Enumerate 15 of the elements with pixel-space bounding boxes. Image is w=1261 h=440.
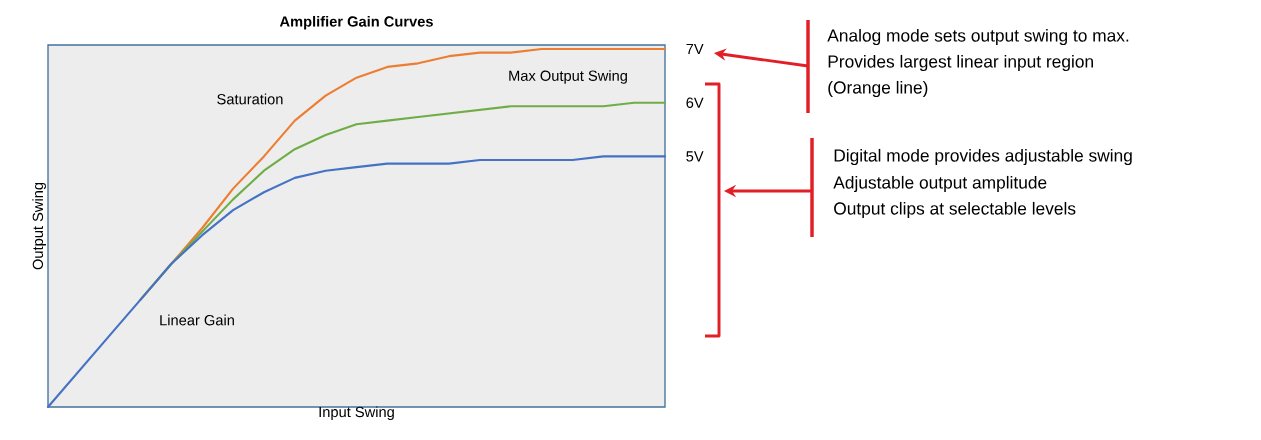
x-axis-title: Input Swing — [319, 406, 394, 421]
text: Adjustable output amplitude — [833, 175, 1047, 193]
text: (Orange line) — [828, 80, 928, 98]
text: Provides largest linear input region — [828, 54, 1093, 72]
text: Output clips at selectable levels — [834, 201, 1076, 219]
text: Analog mode sets output swing to max. — [827, 28, 1129, 46]
series-label: 5V — [686, 151, 704, 162]
series-label: 6V — [686, 97, 704, 108]
annotation: Saturation — [217, 93, 283, 105]
annotation: Max Output Swing — [509, 70, 627, 84]
chart-title: Amplifier Gain Curves — [279, 15, 433, 30]
text: Digital mode provides adjustable swing — [834, 148, 1132, 166]
y-axis-title: Output Swing — [32, 182, 46, 270]
annotation: Linear Gain — [160, 314, 234, 326]
series-label: 7V — [686, 43, 704, 55]
